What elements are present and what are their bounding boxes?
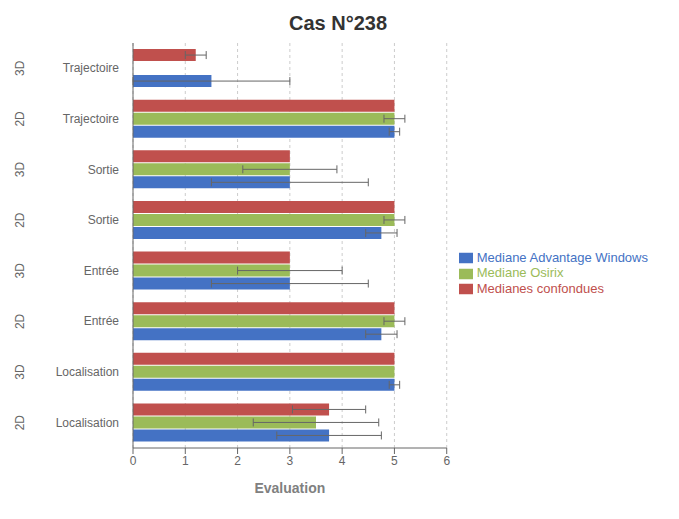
svg-text:4: 4 (339, 454, 346, 468)
svg-text:Entrée: Entrée (84, 264, 120, 278)
svg-text:6: 6 (443, 454, 450, 468)
svg-text:Sortie: Sortie (88, 213, 120, 227)
svg-text:Trajectoire: Trajectoire (63, 112, 120, 126)
svg-text:Sortie: Sortie (88, 163, 120, 177)
svg-text:2: 2 (234, 454, 241, 468)
svg-text:2D: 2D (13, 111, 27, 127)
svg-text:Trajectoire: Trajectoire (63, 61, 120, 75)
svg-text:3: 3 (287, 454, 294, 468)
svg-text:Evaluation: Evaluation (254, 480, 325, 496)
svg-text:Localisation: Localisation (56, 416, 119, 430)
svg-text:Localisation: Localisation (56, 365, 119, 379)
html-text:Mediane Advantage Windows: Mediane Advantage Windows (476, 249, 648, 265)
svg-text:5: 5 (391, 454, 398, 468)
svg-text:3D: 3D (13, 263, 27, 279)
html-text:Medianes confondues: Medianes confondues (476, 280, 604, 296)
svg-text:1: 1 (182, 454, 189, 468)
svg-text:2D: 2D (13, 212, 27, 228)
svg-text:2D: 2D (13, 313, 27, 329)
svg-text:0: 0 (130, 454, 137, 468)
svg-text:3D: 3D (13, 60, 27, 76)
svg-text:2D: 2D (13, 415, 27, 431)
html-text:Cas N°238: Cas N°238 (289, 12, 387, 34)
svg-text:Entrée: Entrée (84, 314, 120, 328)
svg-text:3D: 3D (13, 364, 27, 380)
svg-text:3D: 3D (13, 162, 27, 178)
html-text:Mediane Osirix: Mediane Osirix (476, 265, 564, 281)
